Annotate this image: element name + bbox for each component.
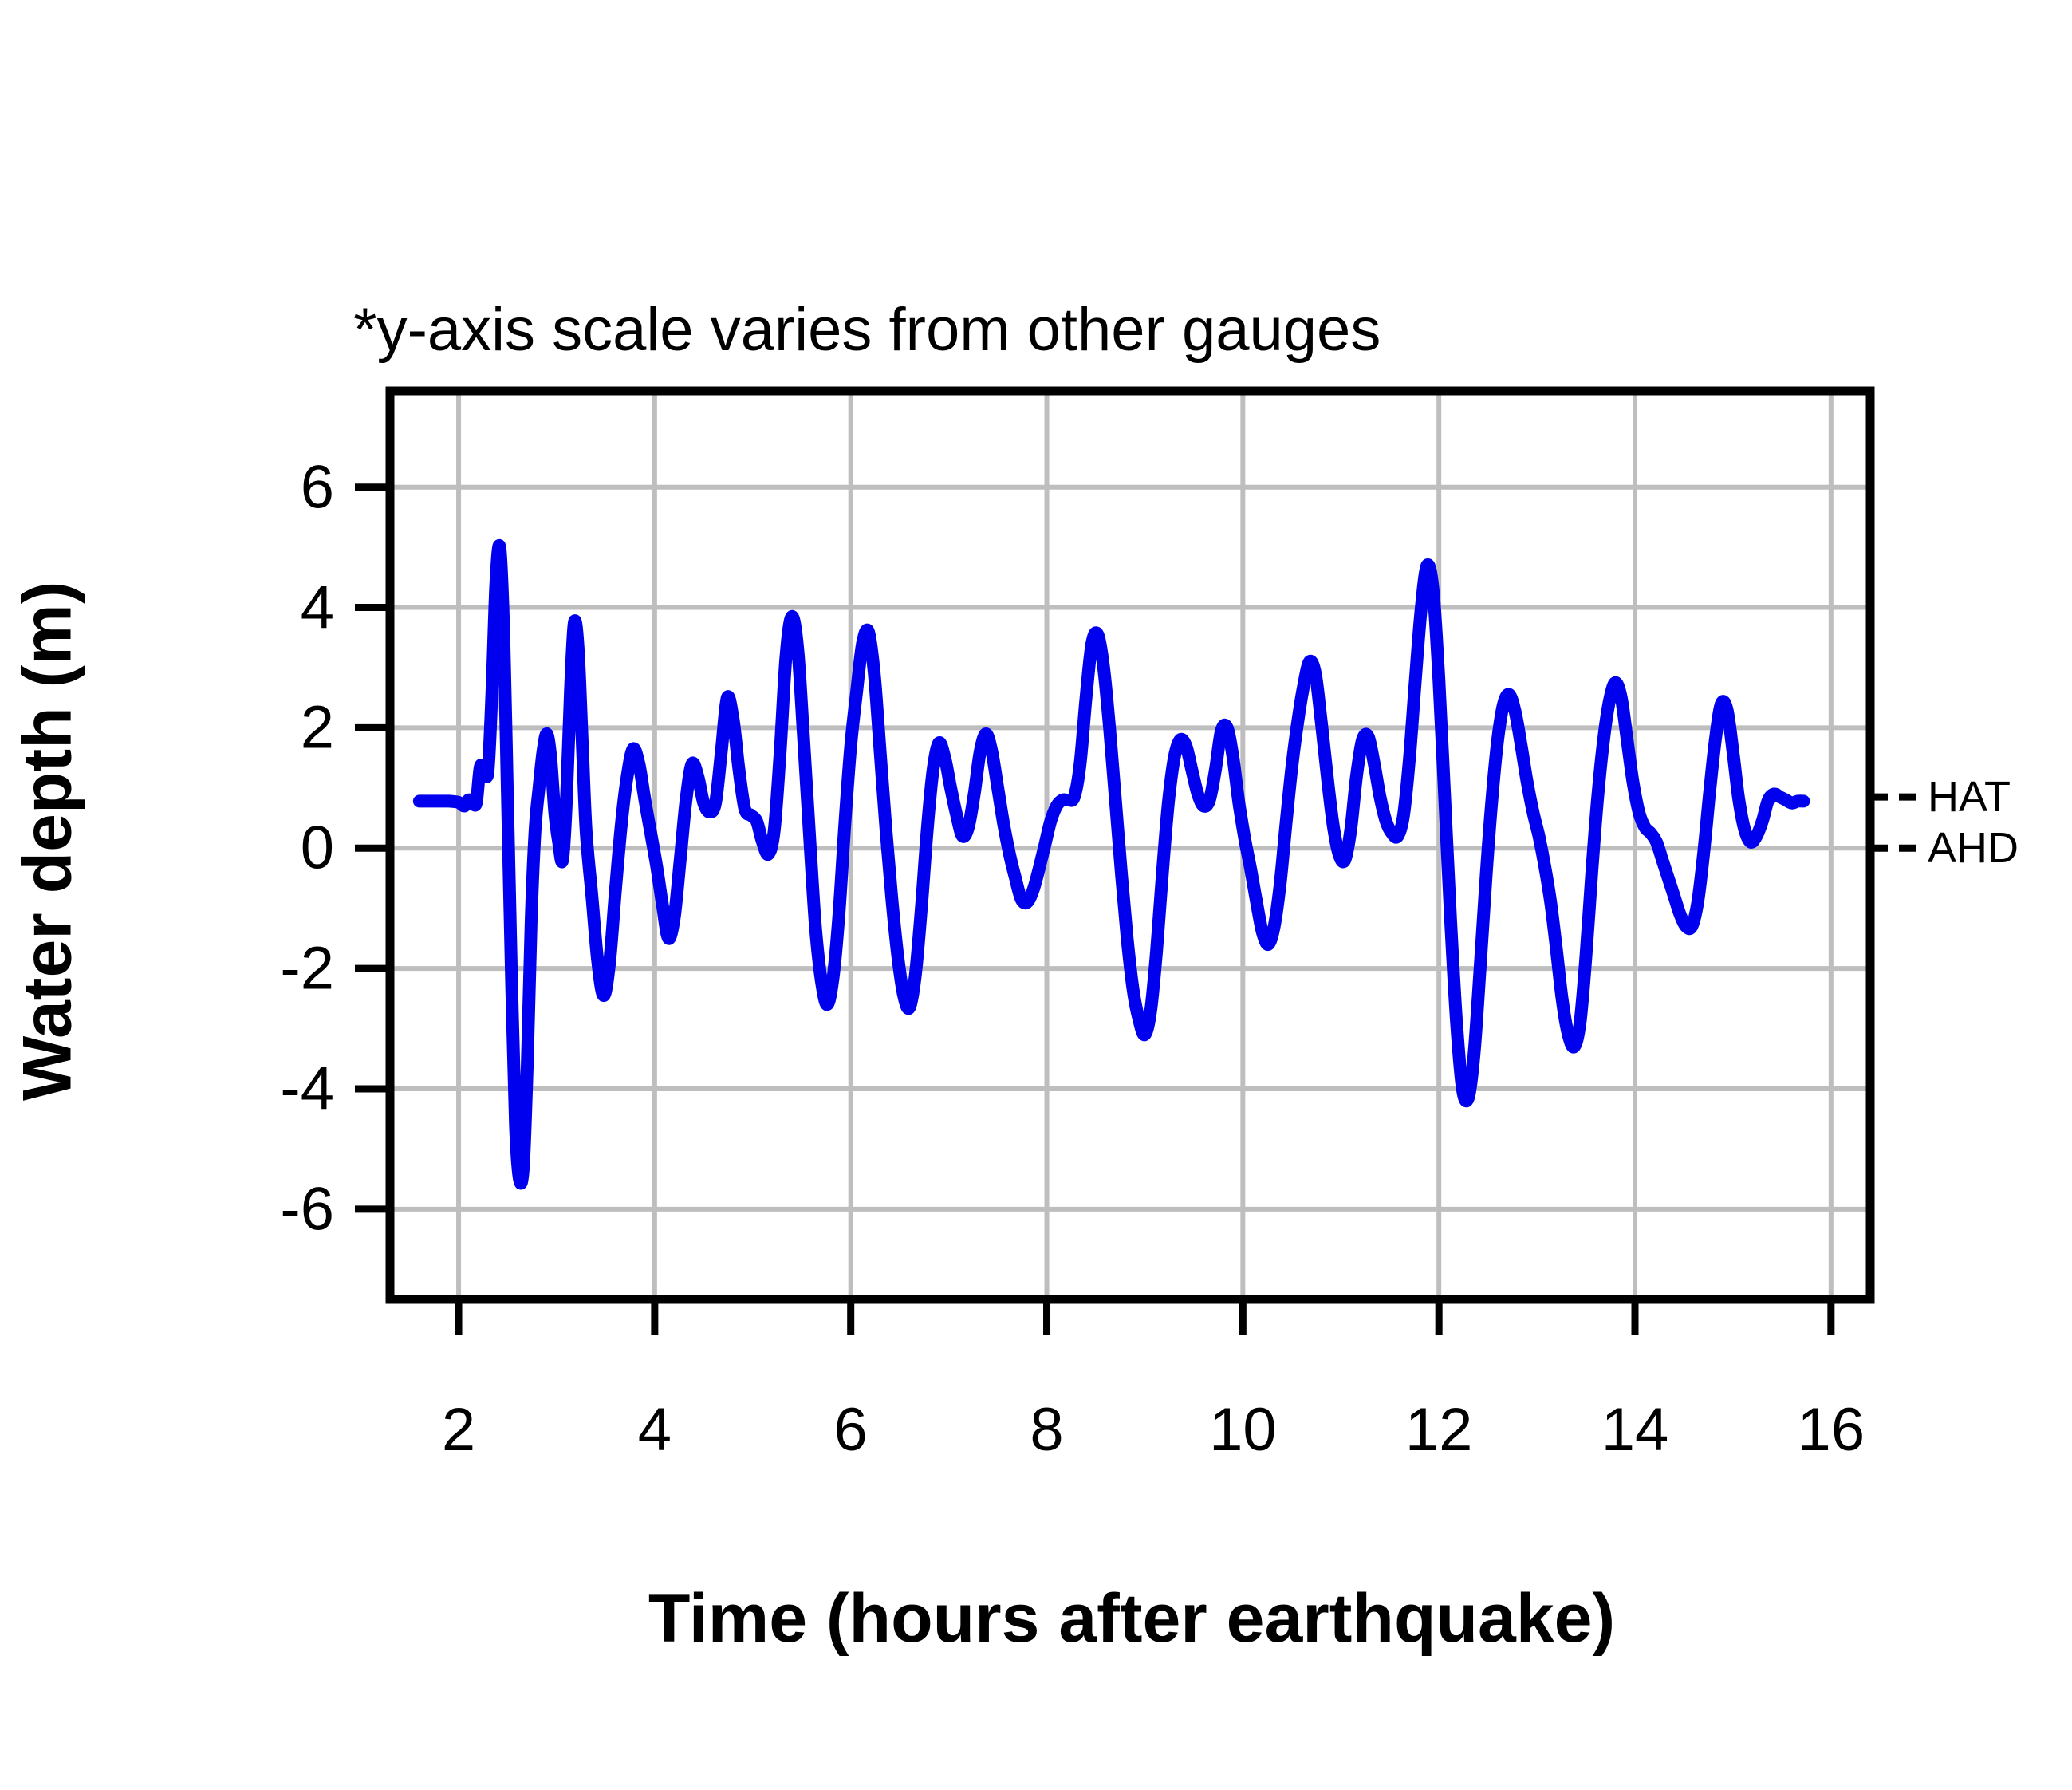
datum-label-hat: HAT [1928, 773, 2011, 822]
y-tick-label: -2 [280, 934, 334, 1003]
data-series [412, 539, 1810, 1190]
y-tick-label: -4 [280, 1055, 334, 1123]
datum-label-ahd: AHD [1928, 824, 2019, 873]
axis-frame [385, 386, 1875, 1304]
reference-lines [1870, 793, 1926, 852]
y-tick-label: 0 [300, 814, 334, 882]
gridlines [390, 391, 1870, 1299]
x-tick-label: 4 [637, 1396, 672, 1464]
x-tick-label: 14 [1601, 1396, 1669, 1464]
y-tick-label: -6 [280, 1175, 334, 1244]
x-tick-label: 8 [1030, 1396, 1064, 1464]
x-tick-label: 12 [1404, 1396, 1473, 1464]
x-axis-title: Time (hours after earthquake) [648, 1580, 1616, 1657]
x-tick-label: 10 [1209, 1396, 1277, 1464]
y-tick-label: 2 [300, 693, 334, 762]
y-tick-label: 6 [300, 453, 334, 522]
x-tick-label: 2 [441, 1396, 476, 1464]
y-tick-label: 4 [300, 574, 334, 642]
x-tick-label: 6 [833, 1396, 868, 1464]
axis-ticks [355, 483, 1835, 1335]
x-tick-label: 16 [1797, 1396, 1865, 1464]
chart-note: *y-axis scale varies from other gauges [353, 296, 1381, 364]
